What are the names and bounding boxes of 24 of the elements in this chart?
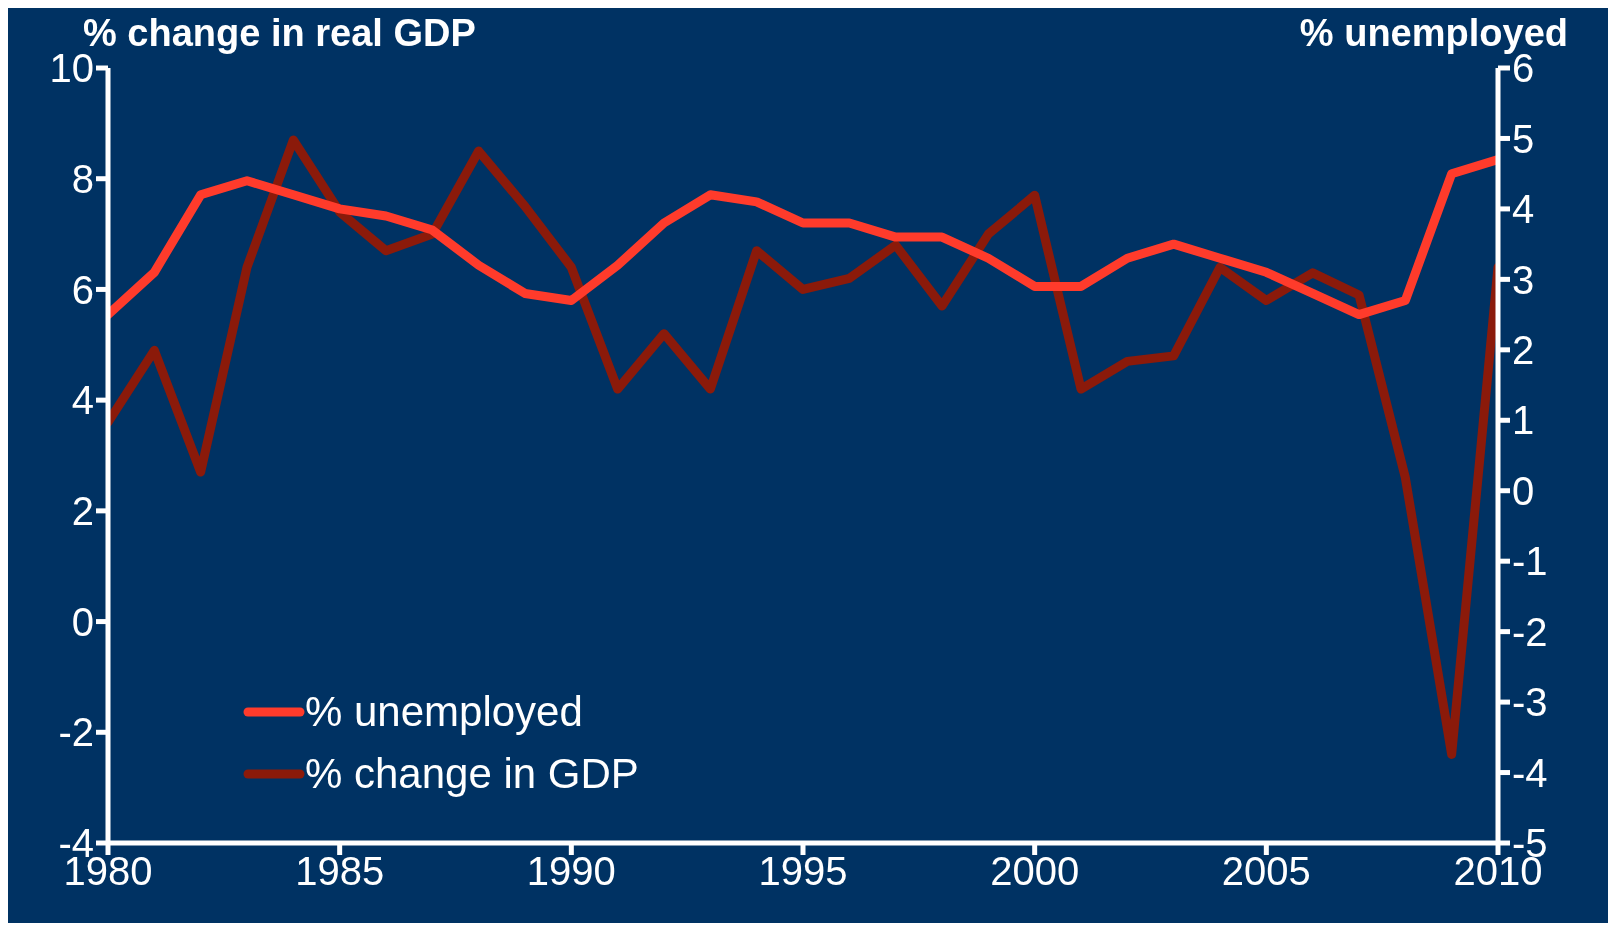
y2-tick-label: -3 [1512, 680, 1548, 725]
y-tick-label: -2 [58, 710, 94, 755]
legend-label: % change in GDP [305, 750, 639, 798]
x-tick-label: 2005 [1221, 849, 1311, 894]
y2-tick-label: 4 [1512, 187, 1535, 232]
y2-tick-label: -1 [1512, 539, 1548, 584]
y2-tick-label: 3 [1512, 257, 1535, 302]
y2-tick-label: 1 [1512, 398, 1535, 443]
x-tick-label: 1995 [758, 849, 848, 894]
y2-tick-label: -4 [1512, 750, 1548, 795]
y2-tick-label: -2 [1512, 609, 1548, 654]
y2-tick-label: 5 [1512, 116, 1535, 161]
x-tick-label: 1985 [295, 849, 385, 894]
y-tick-label: 4 [71, 378, 94, 423]
y-tick-label: 6 [71, 267, 94, 312]
x-tick-label: 2000 [990, 849, 1080, 894]
y-tick-label: 8 [71, 156, 94, 201]
legend-label: % unemployed [305, 688, 583, 736]
y2-tick-label: 2 [1512, 328, 1535, 373]
y2-tick-label: 0 [1512, 468, 1535, 513]
x-tick-label: 1990 [526, 849, 616, 894]
y2-axis-title: % unemployed [1299, 12, 1568, 54]
y-tick-label: 2 [71, 489, 94, 534]
y-tick-label: 0 [71, 599, 94, 644]
